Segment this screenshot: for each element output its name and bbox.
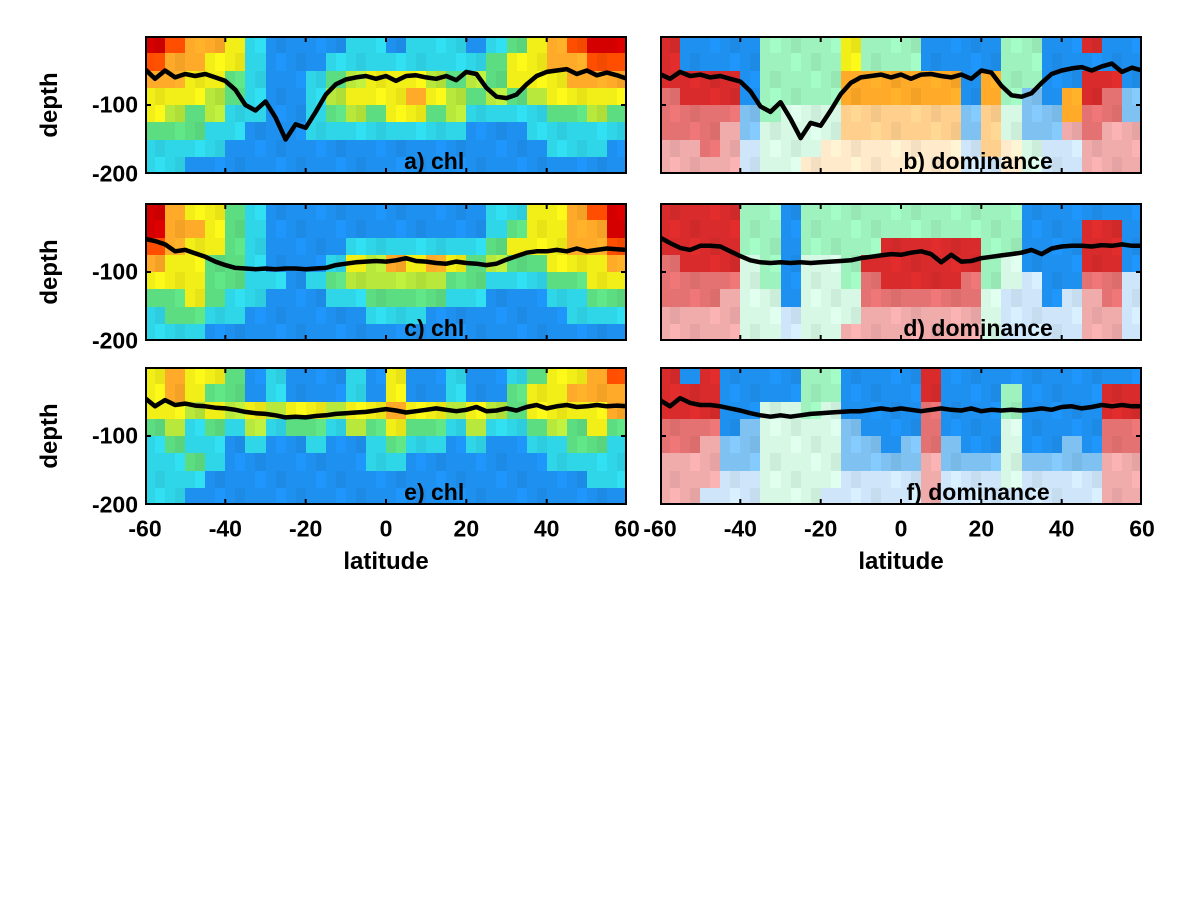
x-tick-label: -20 <box>289 515 323 542</box>
heatmap-cells <box>660 367 1142 505</box>
panel-f-dominance-heatmap: f) dominance <box>660 367 1142 505</box>
y-tick-label: -200 <box>91 160 138 187</box>
panel-label: e) chl <box>404 479 464 505</box>
panel-c-chl-heatmap: c) chl <box>145 203 627 341</box>
depth-line <box>660 395 1142 419</box>
heatmap-svg: d) dominance <box>660 203 1142 341</box>
panel-a-chl-heatmap: a) chl <box>145 36 627 174</box>
depth-line <box>660 235 1142 266</box>
y-tick-label: -100 <box>91 422 138 449</box>
y-axis-label-row2: depth <box>36 239 63 305</box>
x-axis-label-right: latitude <box>858 548 944 575</box>
panel-d-dominance-heatmap: d) dominance <box>660 203 1142 341</box>
depth-line <box>145 236 627 272</box>
y-tick-label: -100 <box>91 91 138 118</box>
heatmap-svg: f) dominance <box>660 367 1142 505</box>
heatmap-svg: b) dominance <box>660 36 1142 174</box>
heatmap-cells <box>660 203 1142 341</box>
y-axis-label-row1: depth <box>36 72 63 138</box>
depth-line <box>145 66 627 142</box>
panel-frame <box>660 203 1142 341</box>
depth-line <box>145 395 627 420</box>
panel-frame <box>145 367 627 505</box>
panel-frame <box>145 203 627 341</box>
x-tick-label: 20 <box>453 515 480 542</box>
heatmap-svg: a) chl <box>145 36 627 174</box>
x-tick-label: 0 <box>894 515 908 542</box>
y-tick-label: -100 <box>91 258 138 285</box>
panel-b-dominance-heatmap: b) dominance <box>660 36 1142 174</box>
heatmap-svg: c) chl <box>145 203 627 341</box>
depth-line <box>660 61 1142 141</box>
y-tick-label: -200 <box>91 491 138 518</box>
panel-frame <box>145 36 627 174</box>
x-axis-label-left: latitude <box>343 548 429 575</box>
x-tick-label: -60 <box>643 515 677 542</box>
panel-e-chl-heatmap: e) chl <box>145 367 627 505</box>
x-tick-label: -60 <box>128 515 162 542</box>
x-tick-label: 40 <box>533 515 560 542</box>
panel-label: c) chl <box>404 315 464 341</box>
y-axis-label-row3: depth <box>36 403 63 469</box>
y-tick-label: -200 <box>91 327 138 354</box>
panel-label: f) dominance <box>907 479 1050 505</box>
panel-label: a) chl <box>404 148 464 174</box>
heatmap-cells <box>145 36 627 174</box>
x-tick-label: 60 <box>1129 515 1155 542</box>
x-tick-label: 20 <box>968 515 995 542</box>
x-tick-label: -40 <box>208 515 242 542</box>
panel-frame <box>660 367 1142 505</box>
heatmap-cells <box>660 36 1142 174</box>
x-tick-label: 60 <box>614 515 640 542</box>
panel-label: d) dominance <box>903 315 1053 341</box>
x-tick-label: 40 <box>1048 515 1075 542</box>
x-tick-label: -20 <box>804 515 838 542</box>
panel-frame <box>660 36 1142 174</box>
x-tick-label: -40 <box>723 515 757 542</box>
panel-label: b) dominance <box>903 148 1053 174</box>
heatmap-cells <box>145 203 627 341</box>
heatmap-svg: e) chl <box>145 367 627 505</box>
heatmap-cells <box>145 367 627 505</box>
x-tick-label: 0 <box>379 515 393 542</box>
